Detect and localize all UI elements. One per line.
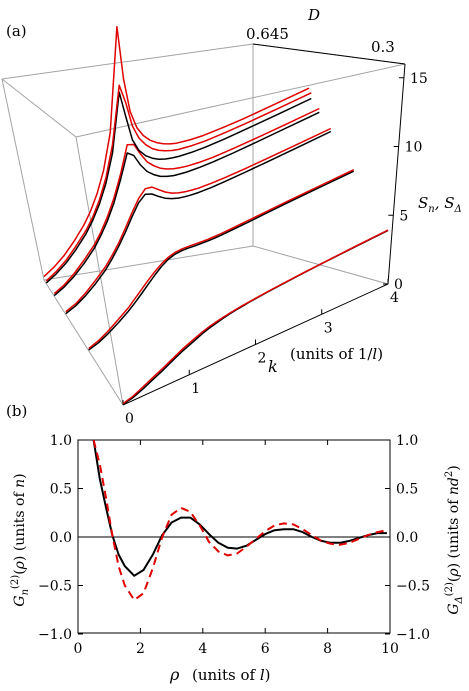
box-edge bbox=[1, 78, 45, 281]
k-tick-label: 3 bbox=[324, 320, 333, 336]
k-tick-label: 1 bbox=[191, 381, 200, 397]
z-axis-line bbox=[387, 63, 406, 285]
series-line bbox=[122, 229, 389, 405]
series-line bbox=[92, 439, 387, 577]
x-tick-label: 2 bbox=[136, 641, 145, 657]
y-tick-label-left: 0.0 bbox=[50, 530, 72, 546]
k-axis-units: (units of 1/l) bbox=[290, 345, 383, 363]
series-line bbox=[45, 84, 312, 282]
k-tick-label: 0 bbox=[125, 411, 134, 427]
panel-a: (a) D 0.645 0.3 0 5 10 15 Sn, SΔ 0 1 2 3 4 bbox=[1, 6, 462, 427]
y-tick-label-right: 0.0 bbox=[396, 530, 418, 546]
series-line bbox=[53, 111, 320, 297]
x-tick-label: 8 bbox=[323, 641, 332, 657]
series-line bbox=[45, 91, 312, 284]
x-tick-label: 6 bbox=[261, 641, 270, 657]
box-edge bbox=[75, 63, 406, 138]
z-tick-label: 10 bbox=[405, 140, 423, 156]
z-axis-label: Sn, SΔ bbox=[418, 194, 462, 215]
series-line bbox=[65, 130, 332, 315]
y-tick-label-right: −0.5 bbox=[396, 579, 430, 595]
x-tick-label: 4 bbox=[198, 641, 207, 657]
y-tick-label-left: −0.5 bbox=[38, 579, 72, 595]
k-tick-label: 2 bbox=[258, 351, 267, 367]
y-tick-label-right: 0.5 bbox=[396, 482, 418, 498]
k-tick-label: 4 bbox=[390, 290, 399, 306]
box-edge bbox=[1, 43, 254, 80]
z-tick-label: 5 bbox=[399, 208, 408, 224]
y-tick-label-left: 0.5 bbox=[50, 482, 72, 498]
k-axis-label: k bbox=[268, 357, 278, 376]
axis-ticks-b: 0 2 4 6 8 10−1.0 −1.0−0.5 −0.50.0 0.00.5 0.51.0 1.… bbox=[38, 433, 430, 657]
y-tick-label-left: −1.0 bbox=[38, 627, 72, 643]
box-edge bbox=[43, 279, 124, 406]
box-edge bbox=[43, 245, 254, 281]
box-edge bbox=[1, 78, 77, 138]
right-y-axis-label: GΔ(2)(ρ) (units of nd2) bbox=[444, 465, 465, 614]
panel-a-label: (a) bbox=[6, 22, 27, 40]
x-tick-label: 10 bbox=[381, 641, 399, 657]
series-line bbox=[53, 107, 320, 295]
series-line bbox=[65, 127, 332, 313]
series-line bbox=[88, 170, 355, 351]
panel-b-label: (b) bbox=[6, 402, 27, 420]
x-axis-label: ρ bbox=[169, 665, 180, 684]
d-axis-label: D bbox=[307, 6, 320, 24]
d-tick-label: 0.3 bbox=[371, 38, 395, 56]
d-tick-label: 0.645 bbox=[246, 25, 289, 43]
panel-b: (b) 0 2 4 6 8 10−1.0 −1.0−0.5 −0.50.0 0.00.5 0.51… bbox=[6, 402, 465, 684]
z-axis-ticks: 0 5 10 15 bbox=[383, 71, 428, 293]
y-tick-label-right: −1.0 bbox=[396, 627, 430, 643]
series-line bbox=[43, 25, 310, 278]
x-axis-units: (units of l) bbox=[192, 666, 271, 684]
y-tick-label-right: 1.0 bbox=[396, 433, 418, 449]
series-line bbox=[92, 439, 388, 601]
z-tick-label: 15 bbox=[410, 71, 428, 87]
z-tick-label: 0 bbox=[394, 277, 403, 293]
series-line bbox=[88, 169, 355, 350]
y-tick-label-left: 1.0 bbox=[50, 433, 72, 449]
d-axis-line bbox=[252, 43, 406, 65]
left-y-axis-label: Gn(2)(ρ) (units of n) bbox=[10, 473, 31, 606]
k-axis-ticks: 0 1 2 3 4 bbox=[122, 279, 399, 427]
x-tick-label: 0 bbox=[74, 641, 83, 657]
curves-b bbox=[92, 439, 388, 601]
series-line bbox=[122, 229, 389, 405]
curves-3d bbox=[43, 25, 389, 405]
